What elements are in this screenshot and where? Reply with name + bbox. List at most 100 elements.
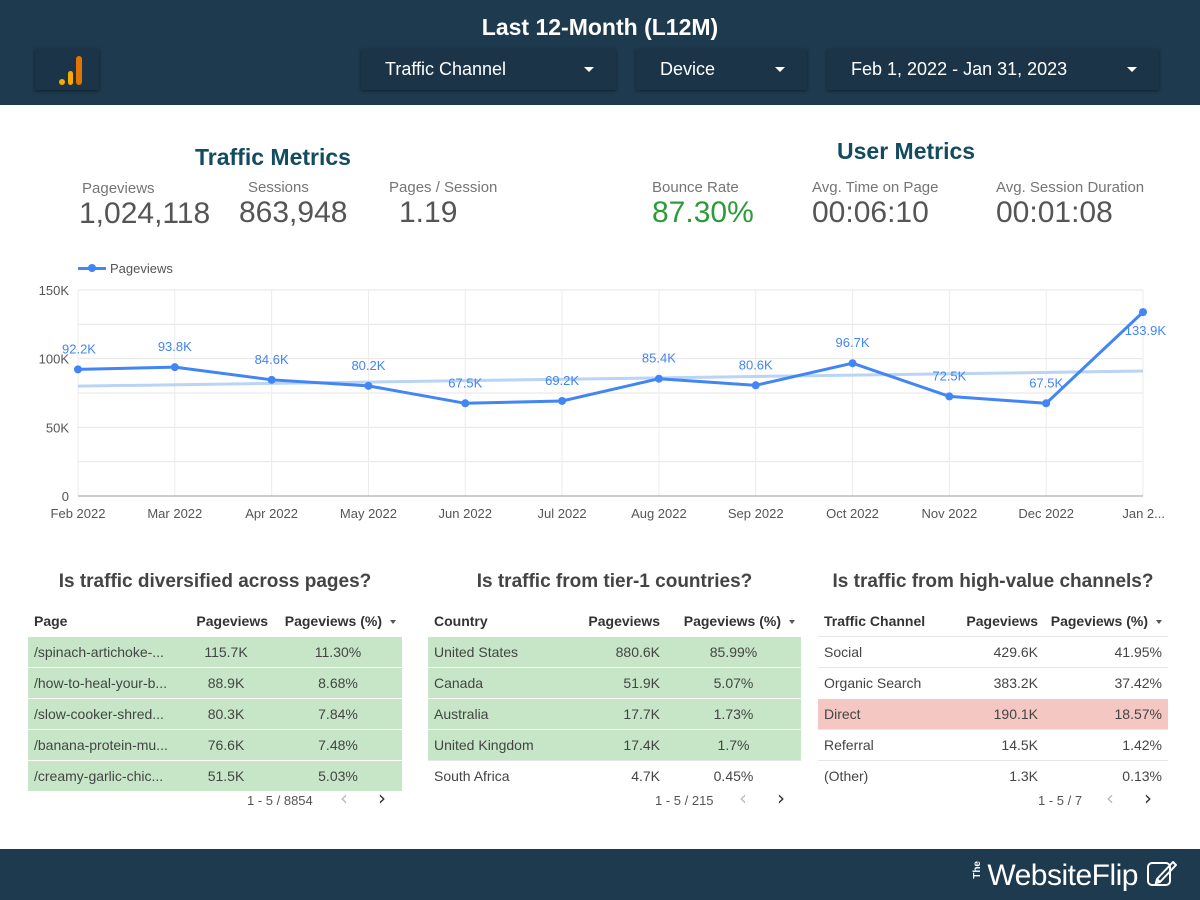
y-tick-label: 0 <box>62 489 69 504</box>
pageviews-line-chart: 0 50K 100K 150K Feb 2022 Mar 2022 Apr 2022 May … <box>0 250 1200 540</box>
data-label: 69.2K <box>545 373 579 388</box>
kpi-avg-time-on-page-label: Avg. Time on Page <box>812 179 939 196</box>
edit-pen-icon <box>1147 861 1177 886</box>
column-header-label: Pageviews (%) <box>284 612 382 629</box>
column-header-label: Page <box>34 612 68 629</box>
column-header[interactable]: Pageviews <box>556 606 666 636</box>
table-cell: 7.84% <box>274 697 402 729</box>
table-row[interactable]: /how-to-heal-your-b... 88.9K 8.68% <box>28 666 402 698</box>
table-row[interactable]: /spinach-artichoke-... 115.7K 11.30% <box>28 635 402 667</box>
pagination-label: 1 - 5 / 215 <box>655 793 714 808</box>
column-header[interactable]: Traffic Channel <box>818 606 948 636</box>
table-row[interactable]: /slow-cooker-shred... 80.3K 7.84% <box>28 697 402 729</box>
previous-page-icon[interactable]: ‹ <box>340 786 348 810</box>
trendline <box>77 369 1144 388</box>
table-row[interactable]: Social 429.6K 41.95% <box>818 635 1168 667</box>
column-header[interactable]: Pageviews <box>948 606 1044 636</box>
brand-prefix: The <box>972 861 983 879</box>
data-point <box>267 375 276 384</box>
table-row[interactable]: South Africa 4.7K 0.45% <box>428 759 801 791</box>
table-row[interactable]: United States 880.6K 85.99% <box>428 635 801 667</box>
kpi-pages-per-session-label: Pages / Session <box>389 179 498 196</box>
sort-desc-icon[interactable] <box>789 620 795 625</box>
brand-name: WebsiteFlip <box>987 859 1138 892</box>
table-cell: 37.42% <box>1044 666 1168 698</box>
user-metrics-title: User Metrics <box>837 138 976 164</box>
table-row[interactable]: (Other) 1.3K 0.13% <box>818 759 1168 791</box>
table-row[interactable]: Referral 14.5K 1.42% <box>818 728 1168 760</box>
traffic-channel-filter-label: Traffic Channel <box>385 59 507 79</box>
chart-legend[interactable]: Pageviews <box>78 261 173 276</box>
table-header-row: Country Pageviews Pageviews (%) <box>428 606 801 636</box>
data-label: 67.5K <box>1029 375 1063 390</box>
next-page-icon[interactable]: › <box>378 786 386 810</box>
table-row[interactable]: Australia 17.7K 1.73% <box>428 697 801 729</box>
next-page-icon[interactable]: › <box>777 786 785 810</box>
data-label: 96.7K <box>836 335 870 350</box>
y-tick-label: 100K <box>39 352 70 367</box>
column-header[interactable]: Pageviews (%) <box>274 606 402 636</box>
table-row[interactable]: /banana-protein-mu... 76.6K 7.48% <box>28 728 402 760</box>
data-table: Country Pageviews Pageviews (%) United Stat… <box>428 606 801 791</box>
column-header[interactable]: Pageviews (%) <box>666 606 801 636</box>
data-point <box>751 381 760 390</box>
table-row[interactable]: Organic Search 383.2K 37.42% <box>818 666 1168 698</box>
table-cell: Canada <box>428 666 556 698</box>
table-cell: 51.9K <box>556 666 666 698</box>
footer-bar: The WebsiteFlip <box>0 849 1200 900</box>
sort-desc-icon[interactable] <box>1156 620 1162 625</box>
analytics-logo[interactable] <box>35 49 99 90</box>
table-cell: /how-to-heal-your-b... <box>28 666 178 698</box>
table-cell: United States <box>428 635 556 667</box>
column-header[interactable]: Country <box>428 606 556 636</box>
table-row[interactable]: Canada 51.9K 5.07% <box>428 666 801 698</box>
data-point <box>364 381 373 390</box>
table-row[interactable]: /creamy-garlic-chic... 51.5K 5.03% <box>28 759 402 791</box>
sort-desc-icon[interactable] <box>390 620 396 625</box>
data-point <box>1042 399 1051 408</box>
table-cell: /banana-protein-mu... <box>28 728 178 760</box>
table-title: Is traffic diversified across pages? <box>58 571 372 592</box>
data-point <box>170 363 179 372</box>
next-page-icon[interactable]: › <box>1144 786 1152 810</box>
kpi-bounce-rate-label: Bounce Rate <box>652 179 739 196</box>
column-header[interactable]: Pageviews (%) <box>1044 606 1168 636</box>
device-filter[interactable]: Device <box>636 49 807 90</box>
previous-page-icon[interactable]: ‹ <box>739 786 747 810</box>
table-cell: 1.7% <box>666 728 801 760</box>
x-tick-label: Aug 2022 <box>631 506 687 521</box>
traffic-metrics-title: Traffic Metrics <box>195 144 351 170</box>
table-cell: 88.9K <box>178 666 274 698</box>
x-tick-label: Sep 2022 <box>728 506 784 521</box>
table-cell: 4.7K <box>556 759 666 791</box>
data-label: 93.8K <box>158 339 192 354</box>
table-row[interactable]: United Kingdom 17.4K 1.7% <box>428 728 801 760</box>
kpi-bounce-rate-value: 87.30% <box>652 196 754 229</box>
table-row[interactable]: Direct 190.1K 18.57% <box>818 697 1168 729</box>
legend-label: Pageviews <box>110 261 173 276</box>
column-header[interactable]: Page <box>28 606 178 636</box>
table-cell: 76.6K <box>178 728 274 760</box>
kpi-avg-session-duration-value: 00:01:08 <box>996 196 1113 229</box>
data-point <box>461 399 470 408</box>
pagination-label: 1 - 5 / 8854 <box>247 793 313 808</box>
traffic-channel-filter[interactable]: Traffic Channel <box>361 49 616 90</box>
column-header[interactable]: Pageviews <box>178 606 274 636</box>
table-cell: Direct <box>818 697 948 729</box>
table-cell: 0.45% <box>666 759 801 791</box>
device-filter-label: Device <box>660 59 716 79</box>
x-tick-label: Nov 2022 <box>922 506 978 521</box>
table-cell: 5.03% <box>274 759 402 791</box>
kpi-avg-time-on-page-value: 00:06:10 <box>812 196 929 229</box>
chevron-down-icon <box>775 67 785 72</box>
data-point <box>848 359 857 368</box>
date-range-filter[interactable]: Feb 1, 2022 - Jan 31, 2023 <box>827 49 1159 90</box>
table-cell: (Other) <box>818 759 948 791</box>
x-tick-label: Jul 2022 <box>538 506 587 521</box>
table-cell: Organic Search <box>818 666 948 698</box>
pagination-label: 1 - 5 / 7 <box>1038 793 1083 808</box>
table-cell: 18.57% <box>1044 697 1168 729</box>
previous-page-icon[interactable]: ‹ <box>1106 786 1114 810</box>
legend-line-swatch <box>78 264 106 273</box>
data-table: Page Pageviews Pageviews (%) /spinach-artic… <box>28 606 402 791</box>
